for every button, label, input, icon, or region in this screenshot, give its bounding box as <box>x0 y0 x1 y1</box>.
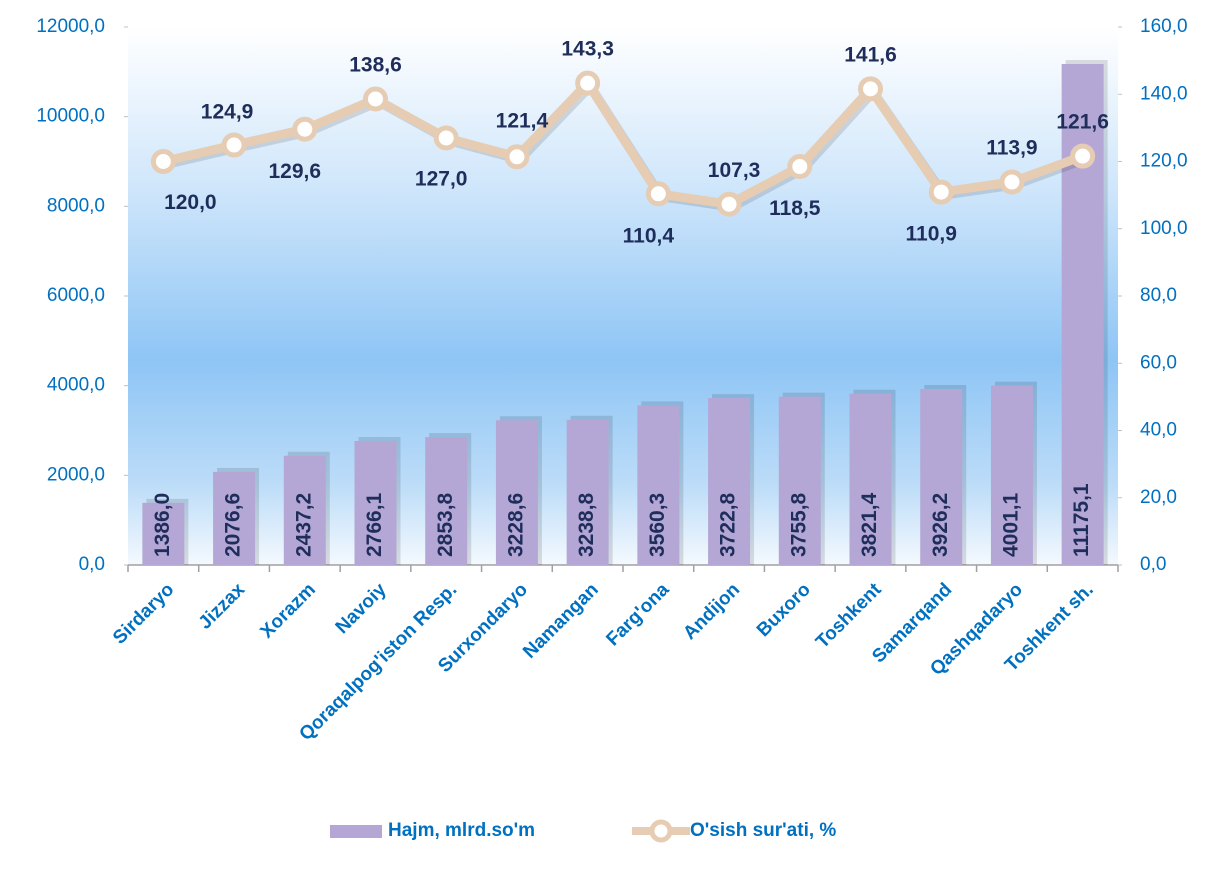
line-value-label: 124,9 <box>201 101 254 124</box>
line-marker <box>858 76 883 102</box>
y-tick-label: 4000,0 <box>47 375 105 396</box>
line-marker <box>1070 143 1096 169</box>
y2-tick-label: 100,0 <box>1140 218 1188 239</box>
line-value-label: 120,0 <box>164 191 217 214</box>
bar-value-label: 2437,2 <box>292 493 315 557</box>
x-tick-label: Farg'ona <box>602 579 673 650</box>
y-tick-label: 0,0 <box>79 554 105 575</box>
x-tick-label: Toshkent <box>812 579 886 653</box>
y-tick-label: 6000,0 <box>47 285 105 306</box>
y2-tick-label: 140,0 <box>1140 83 1188 104</box>
bar <box>566 419 609 565</box>
line-marker <box>787 154 813 180</box>
x-tick-label: Andijon <box>679 579 744 644</box>
line-value-label: 121,4 <box>496 109 549 132</box>
x-tick-label: Xorazm <box>256 579 319 642</box>
line-marker <box>575 70 601 96</box>
bar <box>283 455 326 565</box>
y2-tick-label: 40,0 <box>1140 420 1177 441</box>
bar-value-label: 3228,6 <box>504 493 527 557</box>
bar-value-label: 3926,2 <box>929 493 952 557</box>
y-tick-label: 12000,0 <box>36 16 105 37</box>
bar <box>213 471 256 565</box>
x-tick-label: Navoiy <box>332 579 391 638</box>
y2-tick-label: 120,0 <box>1140 151 1188 172</box>
line-marker <box>363 86 388 112</box>
bar <box>708 398 751 565</box>
bar-value-label: 3755,8 <box>787 492 810 557</box>
x-tick-label: Buxoro <box>753 579 815 641</box>
line <box>162 78 1085 209</box>
bar <box>778 396 821 565</box>
y2-tick-label: 20,0 <box>1140 487 1177 508</box>
line-marker <box>433 125 459 151</box>
x-tick-label: Jizzax <box>195 579 250 634</box>
line-marker <box>716 191 742 217</box>
line-marker <box>221 132 247 158</box>
line-value-label: 113,9 <box>986 137 1037 160</box>
y-tick-label: 8000,0 <box>47 195 105 216</box>
line-marker <box>645 181 671 207</box>
x-tick-label: Sirdaryo <box>109 579 178 648</box>
line-value-label: 110,9 <box>906 223 957 246</box>
bar-value-label: 3238,8 <box>575 492 598 557</box>
line-value-label: 110,4 <box>623 224 675 247</box>
line-marker <box>504 144 530 170</box>
bar-value-label: 2853,8 <box>434 492 457 557</box>
bar <box>637 405 680 565</box>
bar <box>920 388 963 565</box>
y2-tick-label: 160,0 <box>1140 16 1188 37</box>
line-value-label: 121,6 <box>1056 111 1109 134</box>
bar <box>495 420 538 565</box>
bar <box>142 502 185 565</box>
bar-value-label: 3560,3 <box>646 493 669 557</box>
bar-value-label: 3821,4 <box>858 492 881 557</box>
y2-tick-label: 60,0 <box>1140 352 1177 373</box>
bar-value-label: 4001,1 <box>999 492 1022 557</box>
y2-tick-label: 0,0 <box>1140 554 1166 575</box>
bar-value-label: 2766,1 <box>363 492 386 557</box>
bar <box>990 385 1033 565</box>
bar-value-label: 3722,8 <box>717 492 740 557</box>
legend-label: Hajm, mlrd.so'm <box>388 820 535 841</box>
bar-value-label: 2076,6 <box>222 493 245 557</box>
bar <box>425 437 468 565</box>
legend-swatch-marker <box>649 819 673 843</box>
y2-tick-label: 80,0 <box>1140 285 1177 306</box>
bar-value-label: 1386,0 <box>151 493 174 557</box>
line-marker <box>150 149 176 174</box>
line-value-label: 141,6 <box>844 43 897 66</box>
line-value-label: 118,5 <box>769 197 821 220</box>
line-value-label: 107,3 <box>708 159 761 182</box>
line-value-label: 138,6 <box>349 54 402 77</box>
y-tick-label: 2000,0 <box>47 464 105 485</box>
line-marker <box>999 169 1025 195</box>
legend-swatch <box>330 825 382 838</box>
bar-value-label: 11175,1 <box>1070 483 1093 557</box>
line-value-label: 127,0 <box>415 168 468 191</box>
plot-background <box>128 27 1118 565</box>
legend-label: O'sish sur'ati, % <box>690 820 836 841</box>
line-value-label: 129,6 <box>269 160 322 183</box>
line-marker <box>928 179 954 205</box>
line-marker <box>292 116 318 142</box>
x-tick-label: Namangan <box>519 579 603 663</box>
y-tick-label: 10000,0 <box>36 106 105 127</box>
line-value-label: 143,3 <box>561 38 614 61</box>
bar <box>354 440 397 565</box>
bar <box>849 393 892 565</box>
